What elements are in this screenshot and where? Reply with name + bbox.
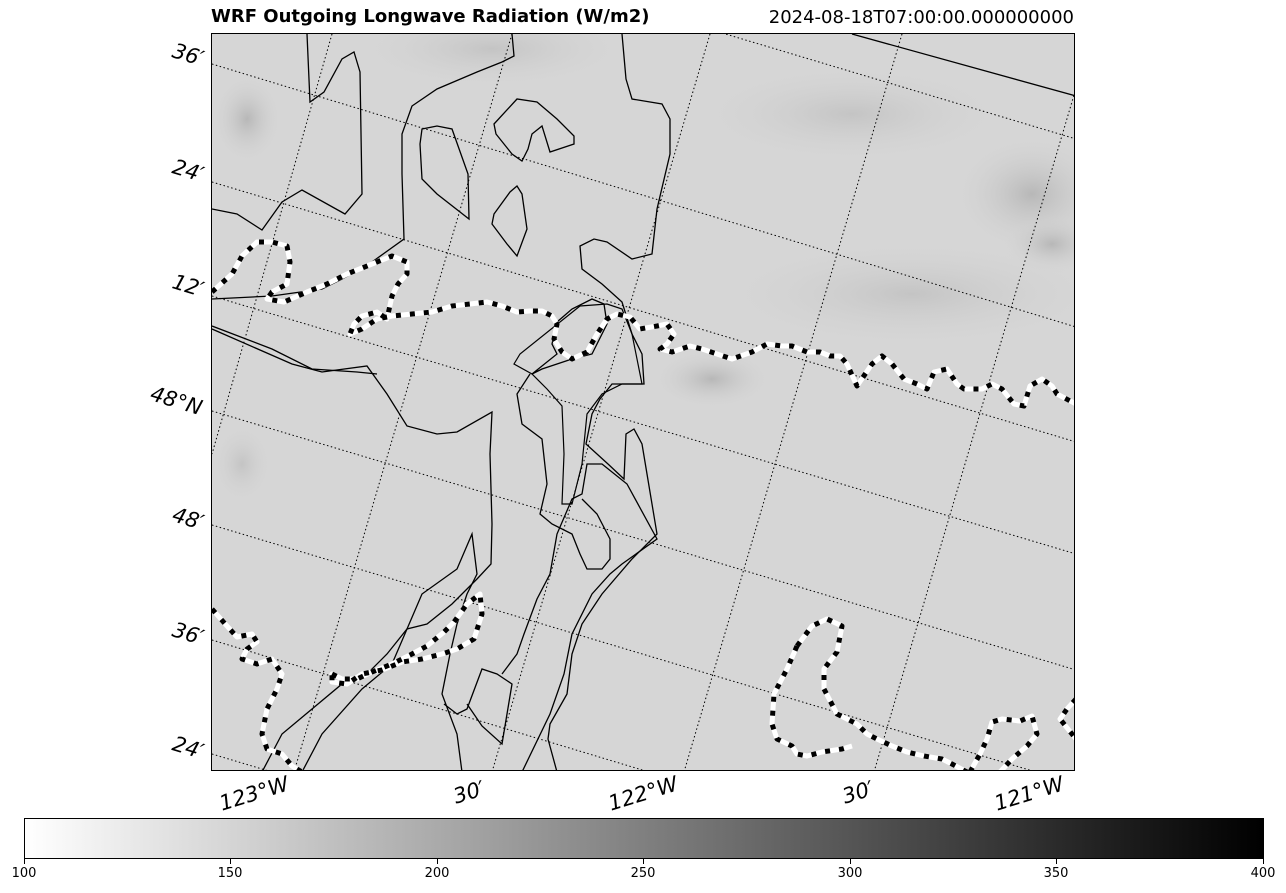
colorbar-tick (1263, 859, 1264, 864)
graticule (212, 34, 1074, 770)
colorbar-label: 350 (1043, 866, 1069, 881)
boundary-dashed (212, 239, 1074, 770)
lon-label: 30′ (450, 776, 488, 809)
colorbar-tick (24, 859, 25, 864)
timestamp-label: 2024-08-18T07:00:00.000000000 (768, 7, 1074, 28)
map-canvas (212, 34, 1074, 770)
coastlines (212, 34, 1074, 770)
colorbar (24, 818, 1264, 859)
lat-label: 12′ (169, 269, 207, 302)
colorbar-tick (1056, 859, 1057, 864)
map-panel (211, 33, 1075, 771)
lat-label: 24′ (169, 154, 207, 187)
colorbar-tick (437, 859, 438, 864)
colorbar-label: 250 (630, 866, 656, 881)
lat-label: 48′ (169, 502, 207, 535)
lon-label: 30′ (839, 776, 877, 809)
lon-label: 122°W (605, 771, 681, 816)
colorbar-label: 150 (217, 866, 243, 881)
colorbar-label: 100 (11, 866, 37, 881)
olr-field (212, 34, 1074, 770)
colorbar-tick (643, 859, 644, 864)
lat-label: 48°N (147, 381, 206, 420)
lat-label: 36′ (169, 38, 207, 71)
colorbar-label: 400 (1250, 866, 1276, 881)
lon-label: 123°W (216, 771, 292, 816)
chart-title: WRF Outgoing Longwave Radiation (W/m2) (211, 6, 650, 27)
colorbar-tick (230, 859, 231, 864)
colorbar-tick (850, 859, 851, 864)
colorbar-label: 200 (424, 866, 450, 881)
lat-label: 36′ (169, 617, 207, 650)
lon-label: 121°W (991, 771, 1067, 816)
colorbar-label: 300 (837, 866, 863, 881)
lat-label: 24′ (169, 731, 207, 764)
